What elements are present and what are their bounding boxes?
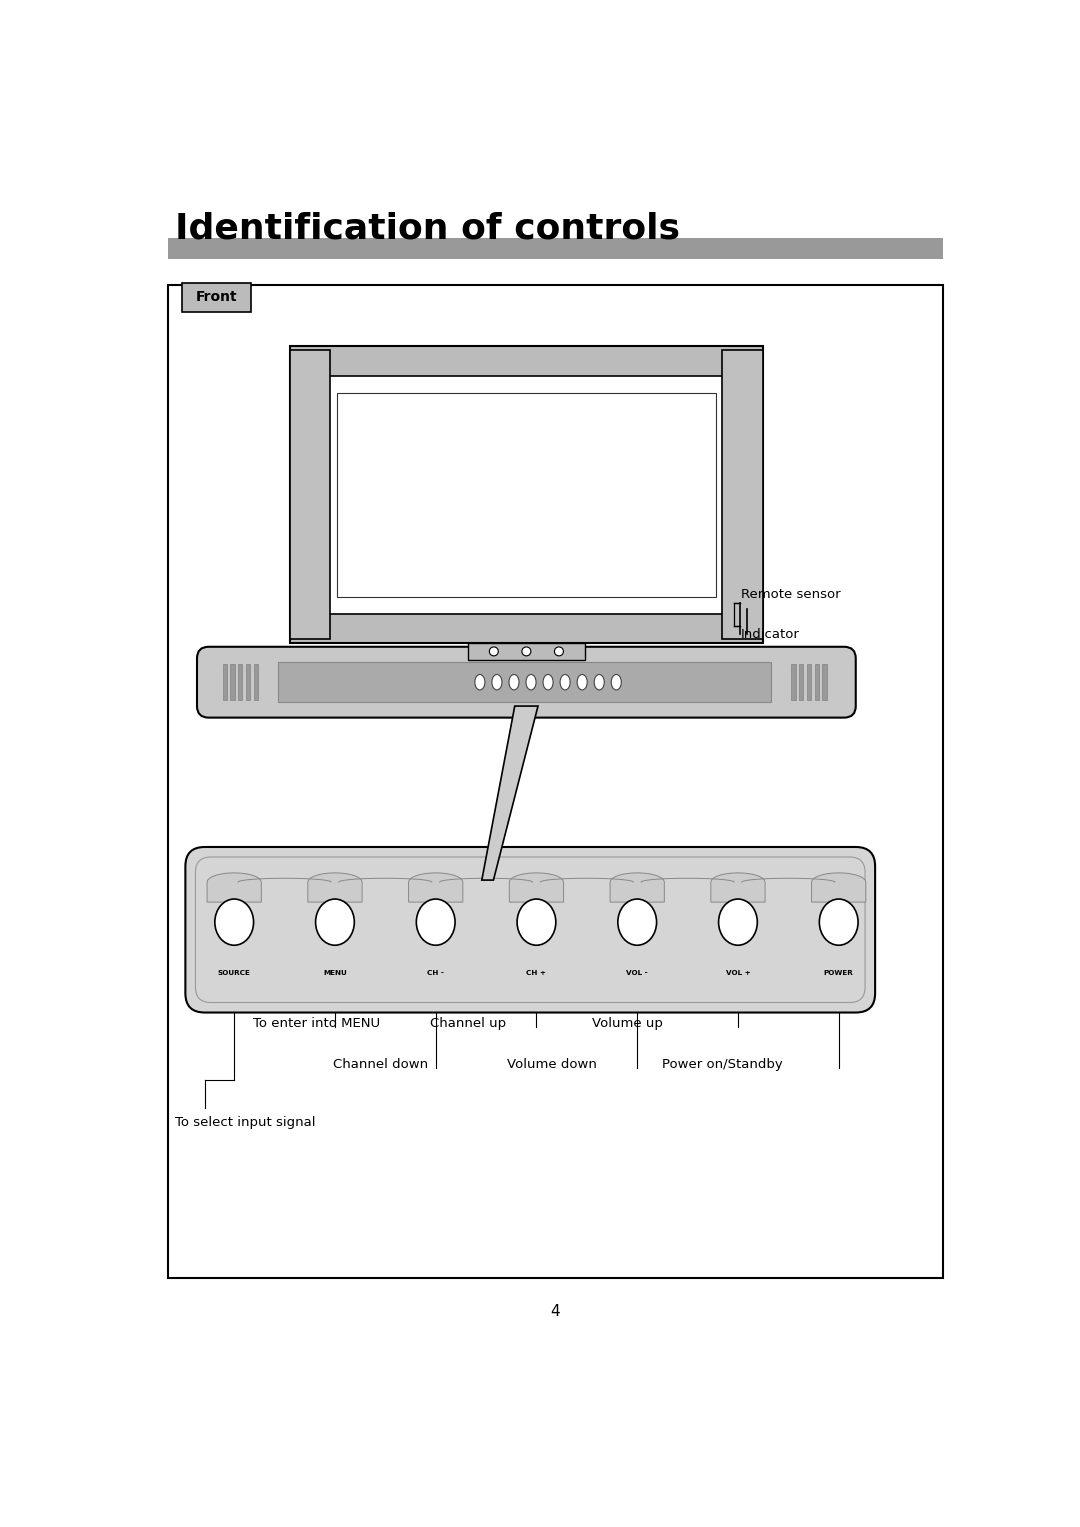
Ellipse shape — [215, 899, 254, 945]
Circle shape — [489, 647, 498, 657]
Text: VOL -: VOL - — [626, 970, 648, 976]
Bar — [807, 664, 811, 699]
Text: CH +: CH + — [526, 970, 546, 976]
Ellipse shape — [416, 899, 455, 945]
Text: VOL +: VOL + — [726, 970, 751, 976]
Polygon shape — [610, 873, 664, 902]
FancyBboxPatch shape — [197, 647, 855, 718]
Ellipse shape — [718, 899, 757, 945]
Bar — [320, 376, 733, 614]
Text: 4: 4 — [550, 1304, 559, 1319]
Ellipse shape — [543, 675, 553, 690]
Ellipse shape — [611, 675, 621, 690]
Ellipse shape — [594, 675, 605, 690]
Bar — [279, 663, 770, 702]
Bar — [167, 286, 943, 1278]
FancyBboxPatch shape — [186, 847, 875, 1012]
Polygon shape — [711, 873, 765, 902]
Bar — [291, 347, 762, 643]
Bar — [254, 664, 258, 699]
Circle shape — [522, 647, 531, 657]
Ellipse shape — [509, 675, 519, 690]
Bar — [337, 392, 716, 597]
Polygon shape — [408, 873, 463, 902]
Ellipse shape — [577, 675, 588, 690]
Polygon shape — [207, 873, 261, 902]
Bar — [291, 350, 330, 640]
Ellipse shape — [517, 899, 556, 945]
Bar — [246, 664, 251, 699]
Text: CH -: CH - — [428, 970, 444, 976]
Bar — [814, 664, 819, 699]
Text: Front: Front — [195, 290, 238, 304]
Polygon shape — [308, 873, 362, 902]
Text: Channel up: Channel up — [430, 1017, 505, 1031]
Bar — [167, 238, 943, 260]
Ellipse shape — [561, 675, 570, 690]
Bar — [723, 350, 762, 640]
Bar — [230, 664, 234, 699]
Bar — [823, 664, 826, 699]
Bar — [512, 643, 541, 670]
Ellipse shape — [315, 899, 354, 945]
Ellipse shape — [475, 675, 485, 690]
Polygon shape — [811, 873, 866, 902]
Bar — [469, 670, 584, 684]
Bar — [792, 664, 796, 699]
Text: Identification of controls: Identification of controls — [175, 212, 680, 246]
Text: SOURCE: SOURCE — [218, 970, 251, 976]
Polygon shape — [510, 873, 564, 902]
Bar — [181, 282, 252, 312]
Ellipse shape — [491, 675, 502, 690]
Polygon shape — [482, 705, 538, 880]
Text: Remote sensor: Remote sensor — [741, 588, 840, 602]
Ellipse shape — [820, 899, 859, 945]
Circle shape — [554, 647, 564, 657]
Text: Channel down: Channel down — [333, 1058, 428, 1070]
Bar — [222, 664, 227, 699]
Text: MENU: MENU — [323, 970, 347, 976]
Bar — [238, 664, 242, 699]
Text: POWER: POWER — [824, 970, 853, 976]
Text: Indicator: Indicator — [741, 628, 800, 640]
Text: To enter into MENU: To enter into MENU — [253, 1017, 380, 1031]
Ellipse shape — [618, 899, 657, 945]
Ellipse shape — [526, 675, 536, 690]
Bar — [469, 643, 584, 660]
Bar — [799, 664, 804, 699]
Text: Power on/Standby: Power on/Standby — [662, 1058, 783, 1070]
Text: To select input signal: To select input signal — [175, 1116, 315, 1128]
Text: Volume up: Volume up — [592, 1017, 663, 1031]
Text: Volume down: Volume down — [507, 1058, 597, 1070]
